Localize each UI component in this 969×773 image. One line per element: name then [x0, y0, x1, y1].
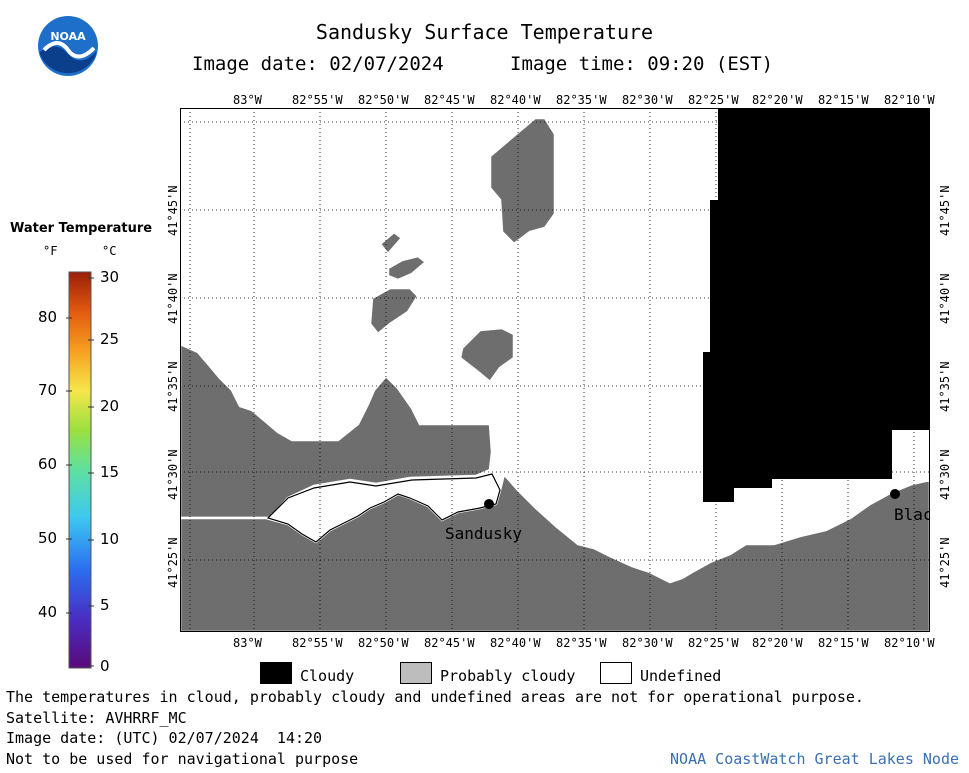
c-label-20: 20	[100, 397, 120, 415]
place-sandusky: Sandusky	[445, 524, 523, 543]
key-cloudy-swatch	[260, 662, 292, 684]
lon-top-7: 82°25'W	[688, 93, 739, 107]
key-cloudy-label: Cloudy	[300, 667, 355, 685]
lon-top-5: 82°35'W	[556, 93, 607, 107]
legend-title: Water Temperature	[10, 221, 153, 236]
c-label-0: 0	[100, 657, 110, 675]
key-undefined-swatch	[600, 662, 632, 684]
lat-left-3: 41°30'N	[166, 449, 180, 500]
lon-top-6: 82°30'W	[622, 93, 673, 107]
map-title: Sandusky Surface Temperature	[315, 20, 654, 44]
nav-warning: Not to be used for navigational purpose	[6, 750, 359, 768]
f-label-80: 80	[38, 308, 58, 326]
lon-bot-3: 82°45'W	[424, 636, 475, 650]
disclaimer: The temperatures in cloud, probably clou…	[6, 688, 864, 706]
lon-bot-2: 82°50'W	[358, 636, 409, 650]
noaa-logo: NOAA	[38, 16, 98, 76]
lon-bot-10: 82°10'W	[884, 636, 935, 650]
lat-right-0: 41°45'N	[938, 185, 952, 236]
island-small-2	[386, 254, 428, 282]
c-label-15: 15	[100, 463, 120, 481]
lon-top-8: 82°20'W	[752, 93, 803, 107]
sandusky-dot	[484, 499, 494, 509]
color-bar	[66, 271, 94, 669]
image-date: Image date: 02/07/2024	[192, 53, 444, 75]
island-south-bass	[368, 286, 420, 336]
lat-left-2: 41°35'N	[166, 361, 180, 412]
place-blac: Blac	[894, 505, 930, 524]
logo-text: NOAA	[50, 30, 86, 43]
lon-top-3: 82°45'W	[424, 93, 475, 107]
lon-top-4: 82°40'W	[490, 93, 541, 107]
cloud-region	[703, 108, 930, 502]
lon-bot-0: 83°W	[233, 636, 262, 650]
unit-c: °C	[102, 244, 117, 258]
temperature-map	[180, 108, 930, 632]
credit: NOAA CoastWatch Great Lakes Node	[670, 750, 959, 768]
island-middle-bass	[458, 326, 516, 384]
lon-top-1: 82°55'W	[292, 93, 343, 107]
key-probably-cloudy-swatch	[400, 662, 432, 684]
utc-date: Image date: (UTC) 02/07/2024 14:20	[6, 729, 323, 747]
f-label-60: 60	[38, 455, 58, 473]
sandusky-bay	[266, 473, 501, 543]
c-label-25: 25	[100, 330, 120, 348]
blac-dot	[890, 489, 900, 499]
lon-top-10: 82°10'W	[884, 93, 935, 107]
unit-f: °F	[43, 244, 58, 258]
island-small-1	[378, 230, 404, 256]
lat-left-0: 41°45'N	[166, 185, 180, 236]
lon-top-2: 82°50'W	[358, 93, 409, 107]
lon-bot-7: 82°25'W	[688, 636, 739, 650]
lat-left-1: 41°40'N	[166, 273, 180, 324]
lon-top-9: 82°15'W	[818, 93, 869, 107]
satellite: Satellite: AVHRRF_MC	[6, 709, 187, 727]
lat-right-1: 41°40'N	[938, 273, 952, 324]
lat-right-3: 41°30'N	[938, 449, 952, 500]
lon-bot-4: 82°40'W	[490, 636, 541, 650]
lat-left-4: 41°25'N	[166, 537, 180, 588]
lon-bot-1: 82°55'W	[292, 636, 343, 650]
c-label-10: 10	[100, 530, 120, 548]
peninsula	[180, 342, 494, 520]
c-label-30: 30	[100, 268, 120, 286]
lon-bot-8: 82°20'W	[752, 636, 803, 650]
lon-bot-5: 82°35'W	[556, 636, 607, 650]
lat-right-4: 41°25'N	[938, 537, 952, 588]
lat-right-2: 41°35'N	[938, 361, 952, 412]
key-undefined-label: Undefined	[640, 667, 722, 685]
f-label-40: 40	[38, 603, 58, 621]
lon-top-0: 83°W	[233, 93, 262, 107]
island-kelleys	[488, 116, 557, 246]
c-label-5: 5	[100, 596, 110, 614]
image-time: Image time: 09:20 (EST)	[510, 53, 774, 75]
graticule	[180, 108, 930, 632]
lon-bot-9: 82°15'W	[818, 636, 869, 650]
f-label-50: 50	[38, 529, 58, 547]
lon-bot-6: 82°30'W	[622, 636, 673, 650]
key-probably-cloudy-label: Probably cloudy	[440, 667, 576, 685]
f-label-70: 70	[38, 381, 58, 399]
